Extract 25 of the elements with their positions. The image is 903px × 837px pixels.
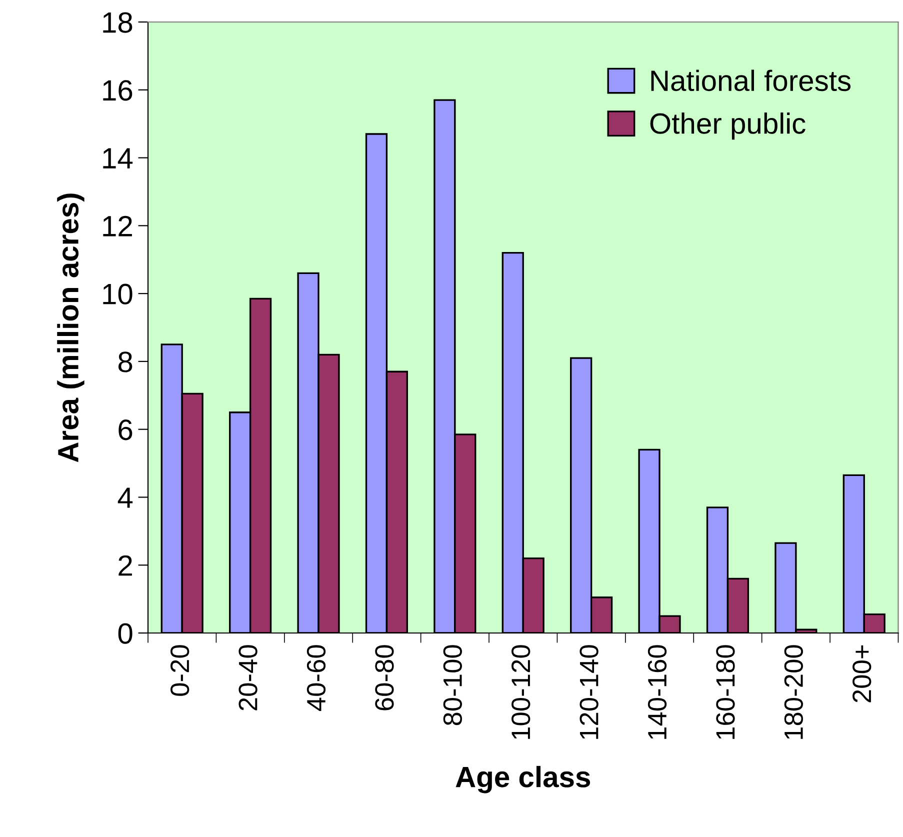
y-tick-label: 2 bbox=[118, 555, 132, 576]
x-tick-label: 0-20 bbox=[170, 645, 190, 696]
y-tick-label: 12 bbox=[103, 216, 132, 236]
y-tick-label: 4 bbox=[118, 488, 133, 508]
x-tick-label: 100-120 bbox=[512, 645, 530, 739]
x-tick-label: 20-40 bbox=[238, 645, 258, 710]
x-tick-label: 60-80 bbox=[375, 645, 394, 710]
y-tick-label: 18 bbox=[103, 12, 132, 33]
y-tick-label: 0 bbox=[118, 623, 132, 644]
x-axis-title: Age class bbox=[456, 766, 590, 794]
y-tick-label: 8 bbox=[118, 352, 132, 372]
y-tick-label: 10 bbox=[103, 284, 132, 304]
x-tick-label: 80-100 bbox=[443, 645, 462, 726]
legend-label: Other public bbox=[650, 112, 806, 140]
x-tick-label: 160-180 bbox=[716, 645, 735, 739]
y-tick-label: 16 bbox=[103, 80, 132, 101]
x-tick-label: 40-60 bbox=[306, 645, 326, 711]
x-tick-label: 180-200 bbox=[784, 645, 804, 739]
y-tick-label: 14 bbox=[103, 148, 133, 168]
x-tick-label: 200+ bbox=[852, 645, 872, 702]
y-tick-label: 6 bbox=[118, 420, 132, 440]
legend-label: National forests bbox=[651, 70, 851, 92]
y-axis-title: Area (million acres) bbox=[57, 194, 84, 462]
x-tick-label: 120-140 bbox=[580, 645, 598, 739]
x-tick-label: 140-160 bbox=[648, 645, 667, 739]
